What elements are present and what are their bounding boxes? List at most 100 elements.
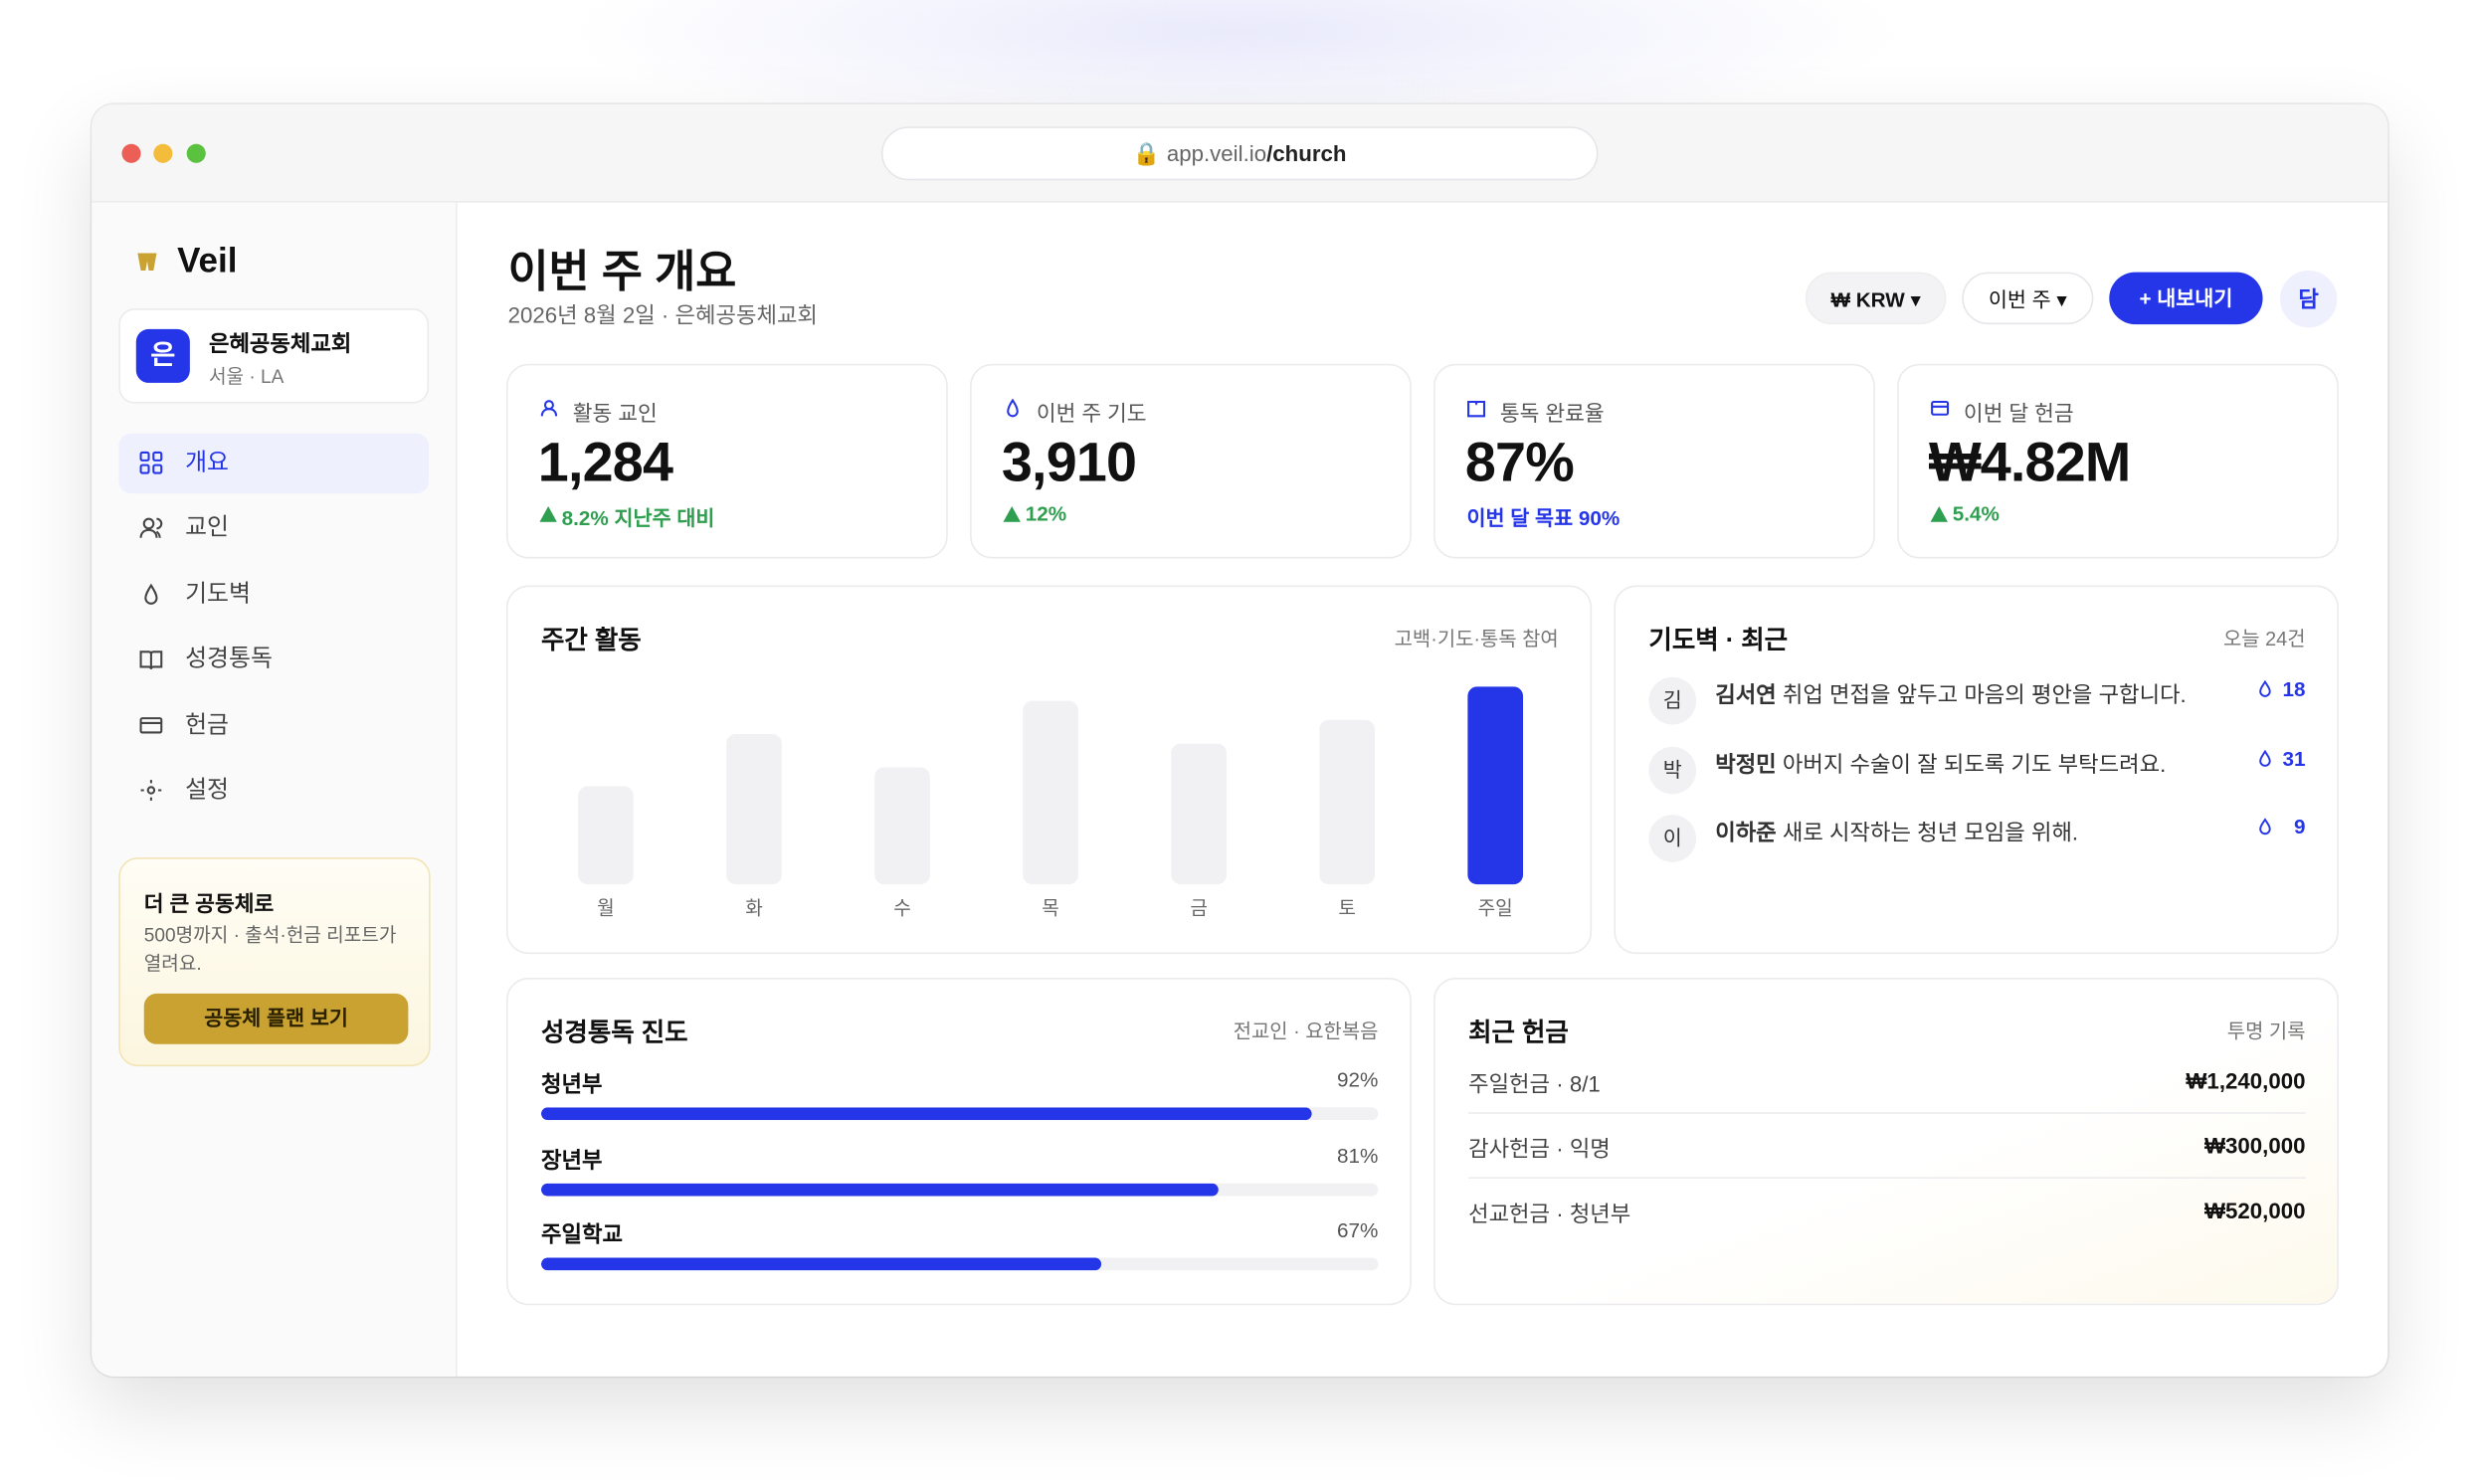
kpi-value: 87% xyxy=(1464,432,1575,494)
group-percent: 67% xyxy=(1337,1217,1379,1242)
export-button[interactable]: + 내보내기 xyxy=(2109,272,2263,325)
period-select[interactable]: 이번 주 ▾ xyxy=(1962,272,2094,325)
offerings-meta: 투명 기록 xyxy=(2226,1020,2306,1043)
prayer-avatar: 박 xyxy=(1648,745,1697,794)
nav-icon xyxy=(140,780,162,801)
prayer-line: 박정민 아버지 수술이 잘 되도록 기도 부탁드려요. xyxy=(1715,748,2166,780)
page-subtitle: 2026년 8월 2일 · 은혜공동체교회 xyxy=(507,301,818,328)
kpi-icon xyxy=(1467,400,1486,418)
nav-label: 기도벽 xyxy=(185,580,251,608)
reading-meta: 전교인 · 요한복음 xyxy=(1233,1020,1379,1043)
bar xyxy=(1023,700,1078,885)
org-name: 은혜공동체교회 xyxy=(208,330,352,356)
progress-track xyxy=(540,1107,1379,1121)
prayer-avatar: 김 xyxy=(1648,676,1697,725)
progress-bar xyxy=(540,1107,1312,1121)
nav-item[interactable]: 교인 xyxy=(118,499,429,559)
weekly-title: 주간 활동 xyxy=(540,628,642,655)
promo-text: 500명까지 · 출석·헌금 리포트가 열려요. xyxy=(143,923,397,975)
browser-window: 🔒 app.veil.io/church Veil 은 은혜공동체교회 서울 ·… xyxy=(92,103,2388,1377)
progress-track xyxy=(540,1182,1379,1196)
kpi-label: 이번 주 기도 xyxy=(1036,402,1147,426)
offering-label: 선교헌금 · 청년부 xyxy=(1468,1201,1631,1226)
kpi-label: 통독 완료율 xyxy=(1499,402,1605,426)
url-path: /church xyxy=(1266,140,1347,167)
kpi-label: 이번 달 헌금 xyxy=(1963,402,2074,426)
bar xyxy=(1319,719,1375,885)
url-host: app.veil.io xyxy=(1166,140,1267,167)
kpi-icon xyxy=(1007,398,1019,418)
prayer-count[interactable]: 9 xyxy=(2293,815,2306,839)
delta-up-icon xyxy=(1003,505,1021,522)
page-title: 이번 주 개요 xyxy=(507,247,737,296)
prayer-text: 취업 면접을 앞두고 마음의 평안을 구합니다. xyxy=(1782,681,2187,707)
prayer-avatar: 이 xyxy=(1648,815,1697,862)
currency-select[interactable]: ₩ KRW ▾ xyxy=(1805,272,1947,325)
bar xyxy=(1467,686,1524,885)
group-name: 청년부 xyxy=(540,1070,603,1097)
promo-card: 더 큰 공동체로 500명까지 · 출석·헌금 리포트가 열려요. 공동체 플랜… xyxy=(118,857,431,1067)
nav-item[interactable]: 설정 xyxy=(118,761,429,821)
row-divider xyxy=(1468,1112,2306,1114)
bar xyxy=(578,786,634,885)
promo-button[interactable]: 공동체 플랜 보기 xyxy=(143,993,409,1044)
sidebar: Veil 은 은혜공동체교회 서울 · LA 더 큰 공동체로 500명까지 ·… xyxy=(92,202,458,1377)
maximize-dot[interactable] xyxy=(186,143,206,163)
bar xyxy=(874,767,930,885)
org-location: 서울 · LA xyxy=(208,365,285,388)
minimize-dot[interactable] xyxy=(153,143,173,163)
nav-label: 헌금 xyxy=(185,711,230,739)
prayer-title: 기도벽 · 최근 xyxy=(1648,628,1789,655)
close-dot[interactable] xyxy=(121,143,141,163)
prayer-count[interactable]: 31 xyxy=(2282,745,2306,770)
bar xyxy=(726,734,782,885)
prayer-icon xyxy=(2259,818,2271,835)
nav-item[interactable]: 기도벽 xyxy=(118,565,429,625)
group-percent: 92% xyxy=(1337,1067,1379,1092)
group-percent: 81% xyxy=(1337,1143,1379,1168)
x-tick-label: 목 xyxy=(1042,898,1059,919)
delta-up-icon xyxy=(539,505,557,522)
prayer-meta: 오늘 24건 xyxy=(2222,628,2306,650)
kpi-note: 이번 달 목표 90% xyxy=(1466,505,1621,530)
offering-amount: ₩520,000 xyxy=(2203,1198,2306,1223)
prayer-name: 이하준 xyxy=(1715,819,1777,845)
row-divider xyxy=(1468,1177,2306,1179)
kpi-card: 통독 완료율 87% 이번 달 목표 90% xyxy=(1433,363,1875,559)
url-bar[interactable]: 🔒 app.veil.io/church xyxy=(880,126,1599,181)
bar xyxy=(1171,743,1227,885)
user-avatar[interactable]: 담 xyxy=(2280,270,2338,328)
weekly-card: 주간 활동 고백·기도·통독 참여 월 화 수 목 금 토 주일 xyxy=(505,585,1593,955)
offering-label: 감사헌금 · 익명 xyxy=(1468,1136,1611,1162)
kpi-value: 3,910 xyxy=(1001,432,1137,494)
nav-label: 성경통독 xyxy=(185,646,273,673)
nav-item[interactable]: 개요 xyxy=(118,433,430,494)
period-label: 이번 주 xyxy=(1988,287,2051,312)
nav-item[interactable]: 성경통독 xyxy=(118,630,429,689)
progress-track xyxy=(540,1257,1379,1271)
kpi-card: 이번 주 기도 3,910 12% xyxy=(970,363,1412,559)
x-tick-label: 수 xyxy=(893,898,911,919)
nav-icon xyxy=(139,650,163,670)
brand: Veil xyxy=(177,240,238,280)
prayer-line: 김서연 취업 면접을 앞두고 마음의 평안을 구합니다. xyxy=(1715,678,2187,710)
offerings-card: 최근 헌금 투명 기록 주일헌금 · 8/1 ₩1,240,000 감사헌금 · 익… xyxy=(1433,977,2339,1306)
weekly-subtitle: 고백·기도·통독 참여 xyxy=(1394,628,1559,650)
offering-amount: ₩1,240,000 xyxy=(2186,1067,2306,1094)
kpi-value: 1,284 xyxy=(537,432,673,494)
nav-label: 설정 xyxy=(185,776,230,805)
prayer-icon xyxy=(2259,679,2271,697)
prayer-name: 김서연 xyxy=(1715,681,1777,707)
nav-label: 교인 xyxy=(185,514,230,542)
progress-bar xyxy=(540,1257,1102,1271)
org-avatar: 은 xyxy=(135,328,190,383)
nav-item[interactable]: 헌금 xyxy=(118,695,429,755)
x-tick-label: 금 xyxy=(1190,898,1208,919)
org-card[interactable]: 은 은혜공동체교회 서울 · LA xyxy=(118,308,430,404)
kpi-icon xyxy=(540,400,558,417)
prayer-text: 아버지 수술이 잘 되도록 기도 부탁드려요. xyxy=(1782,750,2167,777)
nav-label: 개요 xyxy=(185,449,230,476)
prayer-count[interactable]: 18 xyxy=(2282,676,2306,701)
kpi-card: 이번 달 헌금 ₩4.82M 5.4% xyxy=(1897,363,2339,559)
